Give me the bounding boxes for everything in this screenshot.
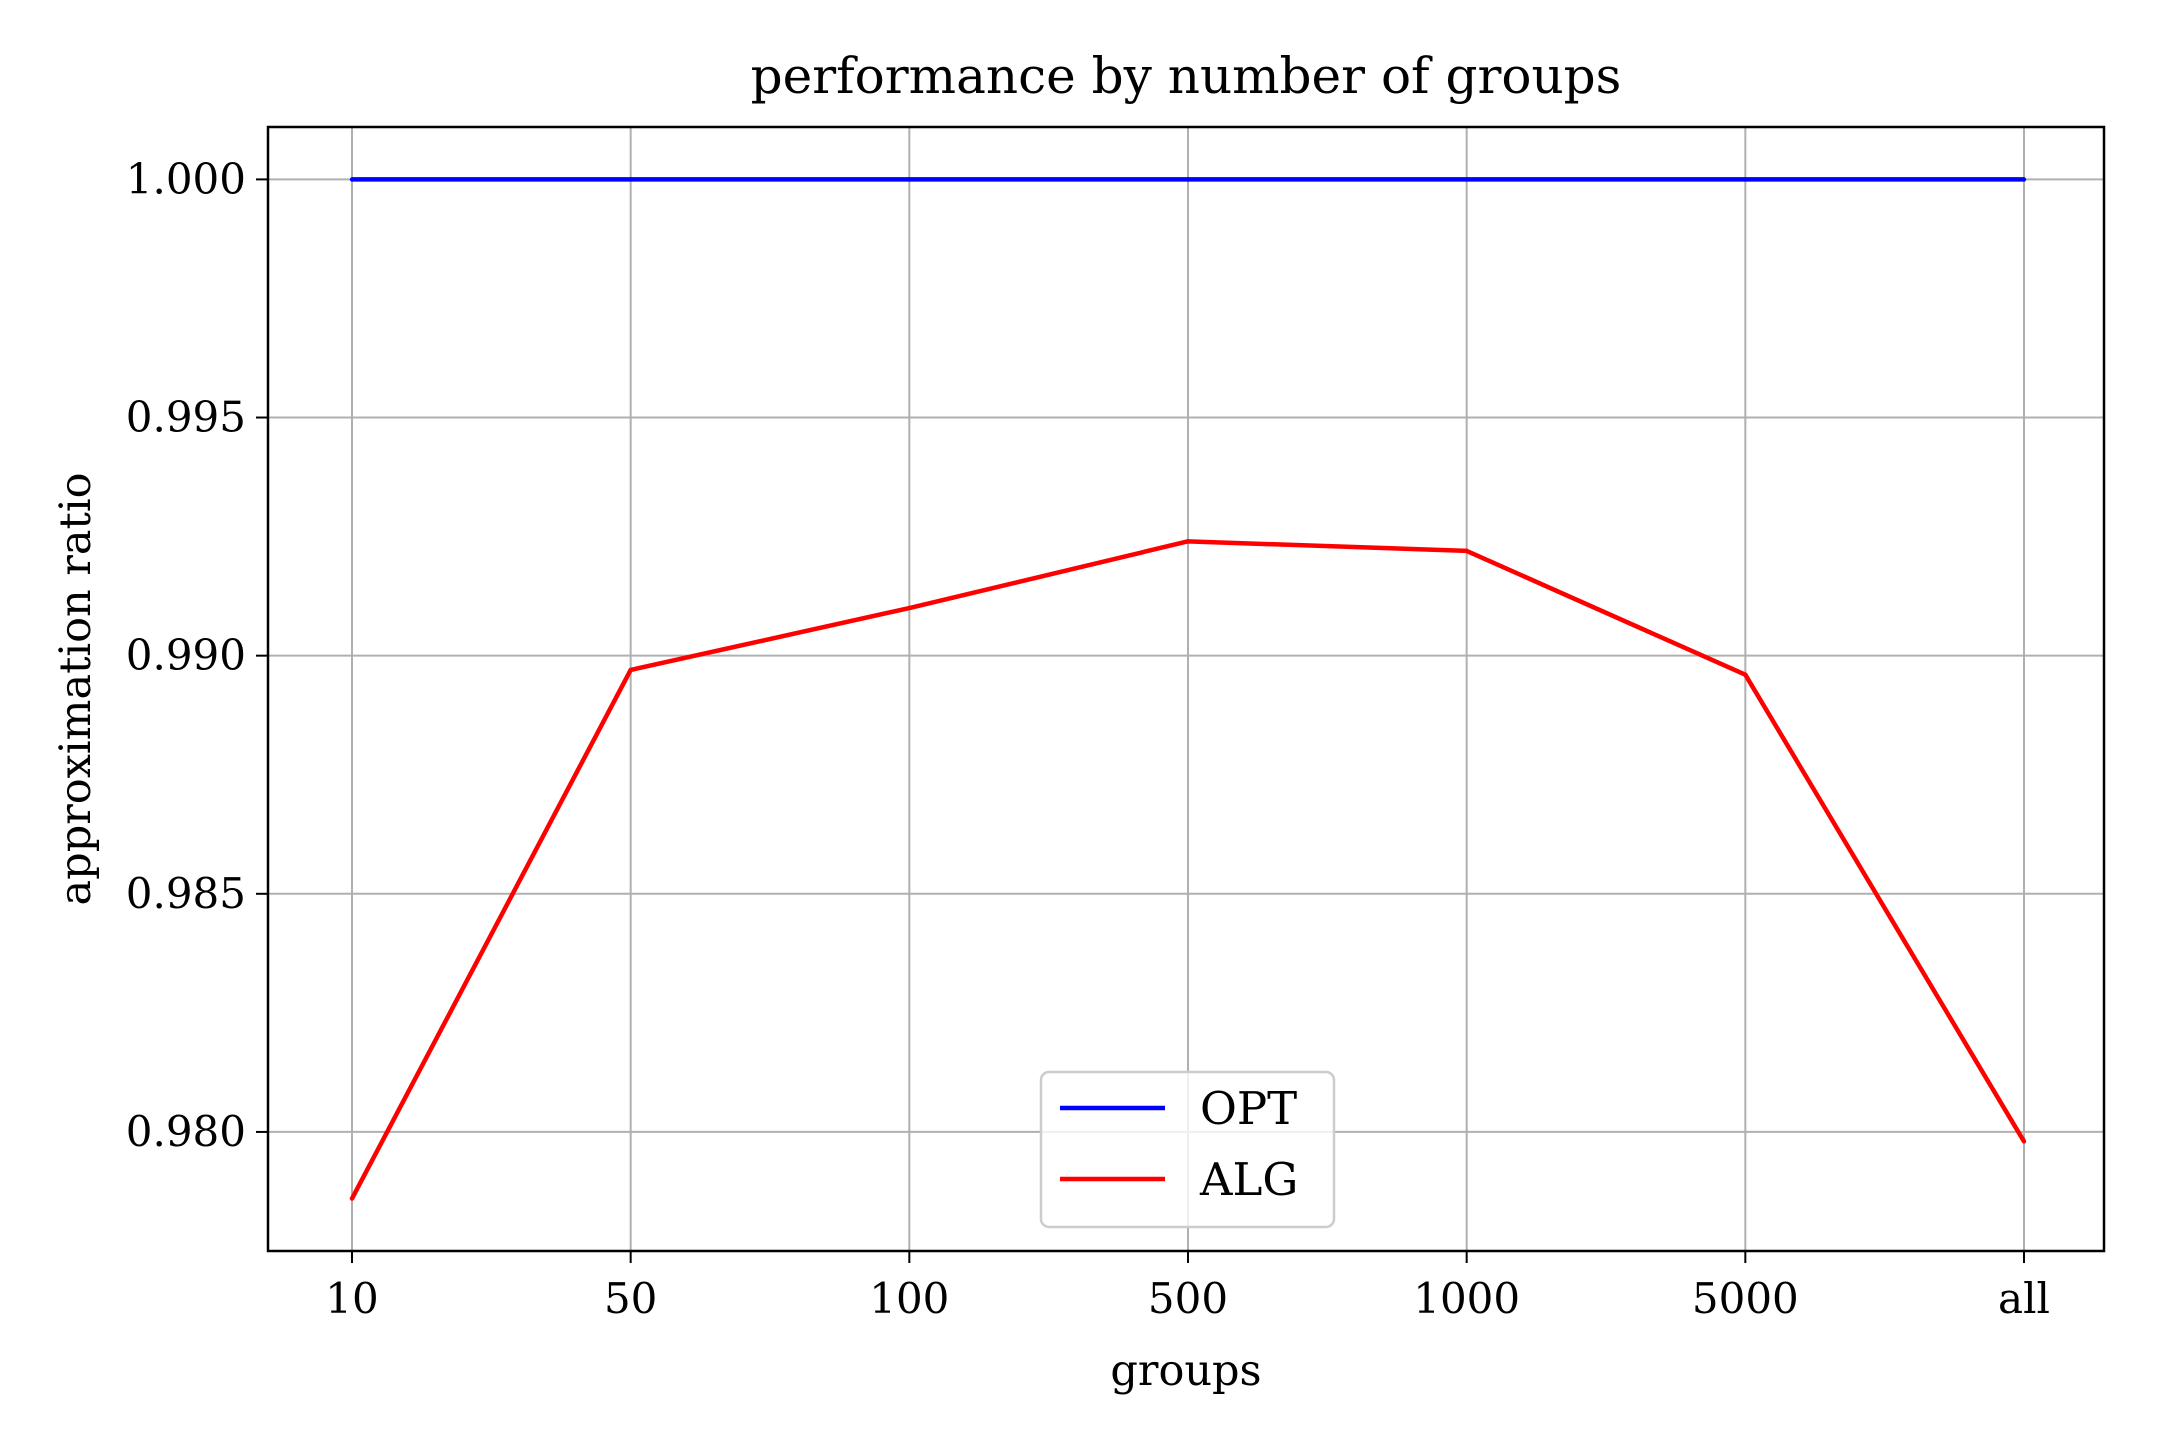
y-tick-label: 0.995 — [126, 393, 246, 442]
x-axis-label: groups — [1110, 1346, 1261, 1396]
x-tick-label: 100 — [869, 1274, 949, 1323]
y-tick-label: 1.000 — [126, 154, 246, 203]
data-point-opt — [2021, 177, 2027, 182]
x-tick-label: 500 — [1148, 1274, 1228, 1323]
x-tick-label: 50 — [604, 1274, 657, 1323]
data-point-alg — [349, 1196, 355, 1201]
data-point-opt — [1464, 177, 1469, 182]
legend: OPT ALG — [1039, 1070, 1336, 1229]
plot-frame — [266, 125, 2106, 1253]
legend-label-opt: OPT — [1200, 1082, 1297, 1135]
data-point-opt — [1743, 177, 1748, 182]
legend-box — [1039, 1070, 1336, 1229]
x-tick-label: 5000 — [1692, 1274, 1799, 1323]
x-tick-label: all — [1998, 1274, 2050, 1323]
series-layer — [349, 177, 2027, 1201]
data-point-alg — [628, 667, 633, 673]
data-point-alg — [1464, 548, 1469, 554]
data-point-alg — [1185, 539, 1191, 544]
grid — [268, 127, 2104, 1251]
y-tick-label: 0.990 — [126, 631, 246, 680]
chart-title: performance by number of groups — [751, 47, 1622, 105]
ticks: 10 50 100 500 1000 5000 all 0.980 0.985 0.990 0.99… — [126, 154, 2050, 1323]
data-point-opt — [349, 177, 355, 182]
y-tick-label: 0.980 — [126, 1107, 246, 1156]
x-tick-label: 1000 — [1413, 1274, 1520, 1323]
y-axis-label: approximation ratio — [51, 473, 101, 906]
data-point-opt — [907, 177, 912, 182]
y-tick-label: 0.985 — [126, 869, 246, 918]
legend-label-alg: ALG — [1199, 1153, 1298, 1206]
data-point-opt — [628, 177, 633, 182]
data-point-opt — [1185, 177, 1191, 182]
data-point-alg — [2021, 1139, 2027, 1144]
data-point-alg — [907, 605, 912, 611]
x-tick-label: 10 — [325, 1274, 378, 1323]
data-point-alg — [1743, 672, 1748, 677]
